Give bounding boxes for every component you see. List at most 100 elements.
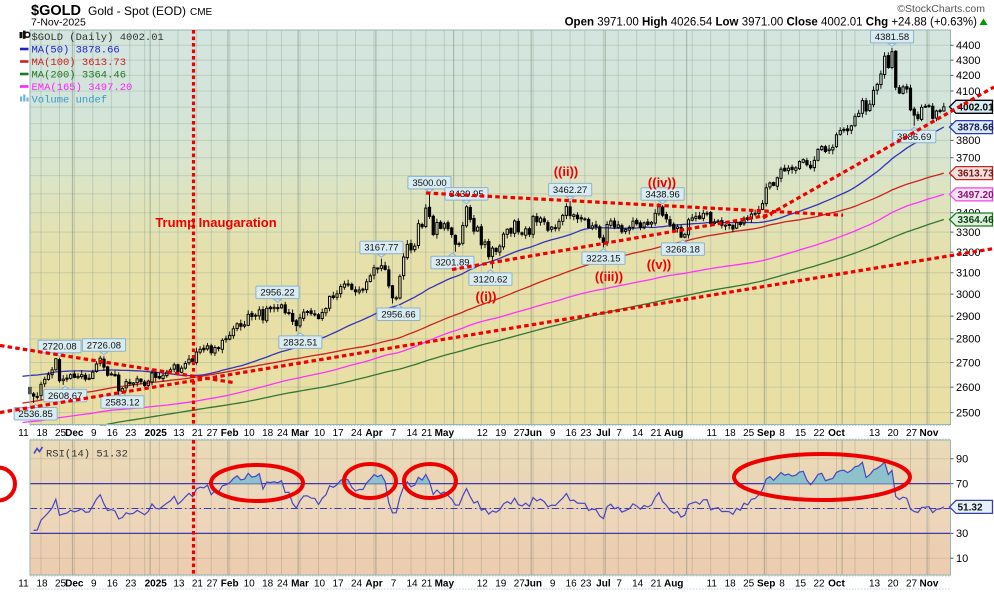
svg-text:2025: 2025 (145, 578, 168, 589)
svg-text:8: 8 (779, 428, 785, 439)
svg-text:11: 11 (18, 428, 29, 439)
svg-text:2956.66: 2956.66 (381, 310, 415, 321)
svg-text:Dec: Dec (65, 428, 84, 439)
svg-text:14: 14 (632, 578, 644, 589)
svg-text:2720.08: 2720.08 (42, 342, 76, 353)
svg-text:24: 24 (277, 428, 289, 439)
svg-text:27: 27 (514, 578, 526, 589)
svg-text:21: 21 (192, 428, 204, 439)
svg-text:11: 11 (18, 578, 29, 589)
svg-text:3497.20: 3497.20 (958, 190, 994, 201)
svg-text:MA(200) 3364.46: MA(200) 3364.46 (32, 70, 127, 82)
svg-text:19: 19 (495, 578, 507, 589)
svg-text:Nov: Nov (920, 578, 939, 589)
svg-text:((iii)): ((iii)) (595, 269, 623, 284)
svg-text:Gold - Spot (EOD): Gold - Spot (EOD) (88, 4, 186, 18)
svg-text:Aug: Aug (664, 578, 683, 589)
svg-text:4200: 4200 (956, 70, 980, 82)
svg-text:Jul: Jul (596, 428, 611, 439)
svg-text:10: 10 (956, 553, 968, 565)
svg-text:14: 14 (406, 578, 418, 589)
svg-text:Open 3971.00 High 4026.54 Low: Open 3971.00 High 4026.54 Low 3971.00 Cl… (565, 17, 978, 29)
svg-text:10: 10 (244, 428, 256, 439)
svg-text:18: 18 (262, 578, 274, 589)
svg-text:18: 18 (725, 428, 737, 439)
svg-text:22: 22 (813, 578, 825, 589)
svg-text:3462.27: 3462.27 (553, 185, 587, 196)
svg-text:Apr: Apr (365, 578, 382, 589)
svg-text:24: 24 (351, 428, 363, 439)
svg-text:20: 20 (887, 578, 899, 589)
svg-text:21: 21 (651, 428, 663, 439)
svg-text:21: 21 (192, 578, 204, 589)
svg-text:13: 13 (869, 578, 881, 589)
svg-text:RSI(14) 51.32: RSI(14) 51.32 (46, 449, 128, 461)
svg-text:Dec: Dec (65, 578, 84, 589)
svg-text:9: 9 (91, 578, 97, 589)
svg-text:23: 23 (580, 578, 592, 589)
svg-text:2500: 2500 (956, 407, 980, 419)
svg-text:3364.46: 3364.46 (958, 215, 994, 226)
svg-text:9: 9 (550, 428, 556, 439)
svg-text:3300: 3300 (956, 227, 980, 239)
svg-text:May: May (435, 428, 455, 439)
svg-text:21: 21 (421, 578, 433, 589)
svg-text:2536.85: 2536.85 (18, 409, 52, 420)
svg-text:MA(100) 3613.73: MA(100) 3613.73 (32, 57, 127, 69)
svg-text:Mar: Mar (291, 428, 309, 439)
svg-text:25: 25 (55, 578, 67, 589)
svg-text:Mar: Mar (291, 578, 309, 589)
svg-text:18: 18 (725, 578, 737, 589)
svg-text:2583.12: 2583.12 (105, 397, 139, 408)
svg-text:25: 25 (55, 428, 67, 439)
svg-text:11: 11 (707, 428, 718, 439)
svg-text:10: 10 (314, 428, 326, 439)
svg-text:((i)): ((i)) (476, 289, 497, 304)
svg-text:23: 23 (125, 428, 137, 439)
svg-text:9: 9 (550, 578, 556, 589)
svg-text:((iv)): ((iv)) (648, 175, 676, 190)
svg-text:May: May (435, 578, 455, 589)
svg-text:15: 15 (795, 578, 807, 589)
svg-text:Oct: Oct (828, 428, 845, 439)
svg-text:((ii)): ((ii)) (554, 164, 579, 179)
svg-text:3878.66: 3878.66 (958, 123, 994, 134)
svg-text:2800: 2800 (956, 334, 980, 346)
svg-text:3500.00: 3500.00 (412, 178, 446, 189)
svg-text:Jun: Jun (524, 578, 542, 589)
svg-text:Sep: Sep (757, 578, 775, 589)
svg-text:4381.58: 4381.58 (875, 32, 909, 43)
svg-text:16: 16 (107, 578, 119, 589)
svg-text:Jul: Jul (596, 578, 611, 589)
svg-text:3167.77: 3167.77 (364, 243, 398, 254)
svg-text:2600: 2600 (956, 382, 980, 394)
svg-text:25: 25 (743, 428, 755, 439)
svg-text:4300: 4300 (956, 55, 980, 67)
svg-text:11: 11 (707, 578, 718, 589)
svg-text:24: 24 (277, 578, 289, 589)
svg-text:2726.08: 2726.08 (87, 340, 121, 351)
svg-text:18: 18 (36, 428, 48, 439)
svg-text:10: 10 (314, 578, 326, 589)
svg-text:2025: 2025 (145, 428, 168, 439)
svg-text:MA(50) 3878.66: MA(50) 3878.66 (32, 45, 120, 57)
svg-text:3201.89: 3201.89 (435, 258, 469, 269)
svg-text:Sep: Sep (757, 428, 775, 439)
svg-text:Oct: Oct (828, 578, 845, 589)
svg-text:8: 8 (779, 578, 785, 589)
svg-text:3438.96: 3438.96 (645, 189, 679, 200)
svg-text:Trump Inaugaration: Trump Inaugaration (155, 215, 276, 230)
svg-text:CME: CME (190, 7, 213, 18)
svg-text:23: 23 (125, 578, 137, 589)
svg-text:12: 12 (477, 578, 489, 589)
svg-text:18: 18 (262, 428, 274, 439)
svg-text:7: 7 (616, 428, 622, 439)
svg-text:13: 13 (173, 578, 185, 589)
svg-text:27: 27 (207, 578, 219, 589)
svg-text:©StockCharts.com: ©StockCharts.com (897, 3, 985, 15)
svg-text:7: 7 (391, 428, 397, 439)
svg-text:3000: 3000 (956, 289, 980, 301)
svg-text:19: 19 (495, 428, 507, 439)
svg-text:17: 17 (332, 578, 344, 589)
svg-text:3268.18: 3268.18 (666, 244, 700, 255)
